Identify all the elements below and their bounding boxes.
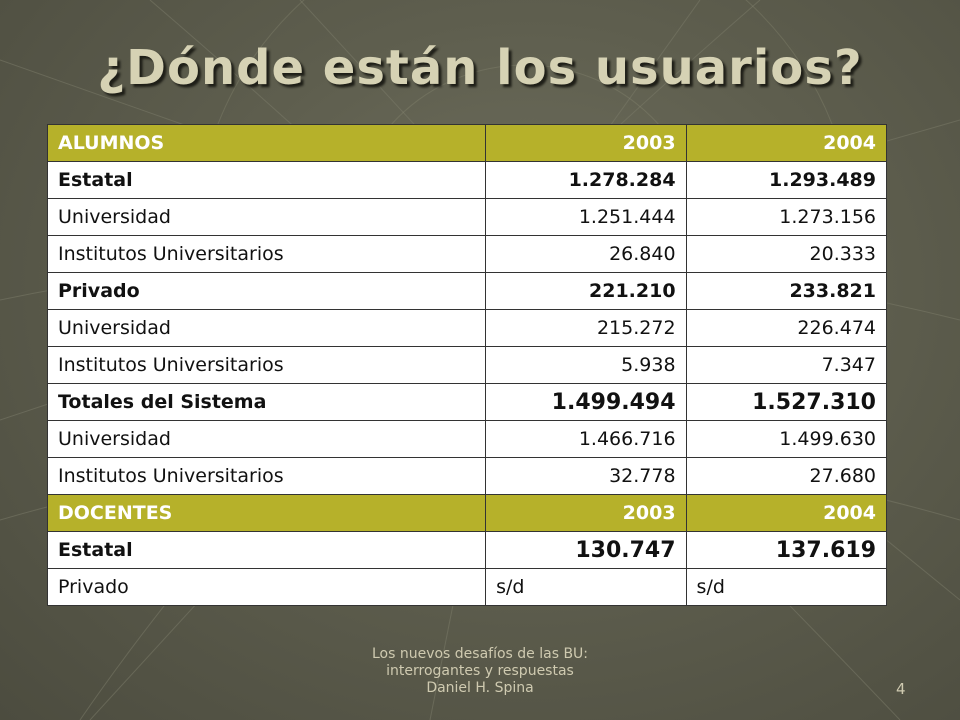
table-header-row: DOCENTES 2003 2004	[46, 494, 888, 532]
table-cell: Universidad	[46, 420, 487, 458]
table-cell: 2003	[485, 124, 687, 162]
table-cell: Institutos Universitarios	[46, 346, 487, 384]
table-cell: 1.499.494	[485, 383, 687, 421]
table-cell: 1.293.489	[685, 161, 888, 199]
table-cell: 1.499.630	[685, 420, 888, 458]
table-cell: 5.938	[485, 346, 687, 384]
slide-title: ¿Dónde están los usuarios?	[97, 40, 863, 96]
table-cell: 20.333	[685, 235, 888, 273]
table-row: Universidad 1.251.444 1.273.156	[46, 198, 888, 236]
table-cell: 2003	[485, 494, 687, 532]
table-cell: s/d	[485, 568, 687, 606]
table-cell: 27.680	[685, 457, 888, 495]
page-number: 4	[896, 680, 906, 698]
table-row: Estatal 1.278.284 1.293.489	[46, 161, 888, 199]
table-row: Universidad 215.272 226.474	[46, 309, 888, 347]
slide-footer: Los nuevos desafíos de las BU: interroga…	[330, 646, 630, 697]
table-header-row: ALUMNOS 2003 2004	[46, 124, 888, 162]
table-cell: 130.747	[485, 531, 687, 569]
footer-line: Los nuevos desafíos de las BU:	[371, 646, 589, 662]
table-cell: 26.840	[485, 235, 687, 273]
table-row: Institutos Universitarios 26.840 20.333	[46, 235, 888, 273]
table-cell: s/d	[685, 568, 888, 606]
table-cell: ALUMNOS	[46, 124, 487, 162]
table-row: Privado 221.210 233.821	[46, 272, 888, 310]
table-row: Estatal 130.747 137.619	[46, 531, 888, 569]
table-cell: 1.273.156	[685, 198, 888, 236]
table-cell: Institutos Universitarios	[46, 235, 487, 273]
table-cell: Privado	[46, 568, 487, 606]
footer-line: Daniel H. Spina	[426, 680, 534, 696]
table-cell: Estatal	[46, 161, 487, 199]
table-cell: Privado	[46, 272, 487, 310]
table-cell: 2004	[685, 124, 888, 162]
table-cell: 1.251.444	[485, 198, 687, 236]
table-cell: 1.466.716	[485, 420, 687, 458]
table-cell: 1.278.284	[485, 161, 687, 199]
users-table: ALUMNOS 2003 2004 Estatal 1.278.284 1.29…	[46, 124, 888, 606]
table-cell: 233.821	[685, 272, 888, 310]
table-cell: 137.619	[685, 531, 888, 569]
table-cell: 7.347	[685, 346, 888, 384]
table-row: Privado s/d s/d	[46, 568, 888, 606]
table-row: Institutos Universitarios 5.938 7.347	[46, 346, 888, 384]
table-row: Institutos Universitarios 32.778 27.680	[46, 457, 888, 495]
table-cell: Totales del Sistema	[46, 383, 487, 421]
table-row: Universidad 1.466.716 1.499.630	[46, 420, 888, 458]
table-cell: DOCENTES	[46, 494, 487, 532]
table-cell: 226.474	[685, 309, 888, 347]
table-cell: Institutos Universitarios	[46, 457, 487, 495]
table-cell: 2004	[685, 494, 888, 532]
table-cell: Universidad	[46, 309, 487, 347]
table-cell: 215.272	[485, 309, 687, 347]
table-cell: 1.527.310	[685, 383, 888, 421]
table-cell: 221.210	[485, 272, 687, 310]
table-cell: Universidad	[46, 198, 487, 236]
table-cell: 32.778	[485, 457, 687, 495]
table-row: Totales del Sistema 1.499.494 1.527.310	[46, 383, 888, 421]
table-cell: Estatal	[46, 531, 487, 569]
footer-line: interrogantes y respuestas	[386, 663, 574, 679]
